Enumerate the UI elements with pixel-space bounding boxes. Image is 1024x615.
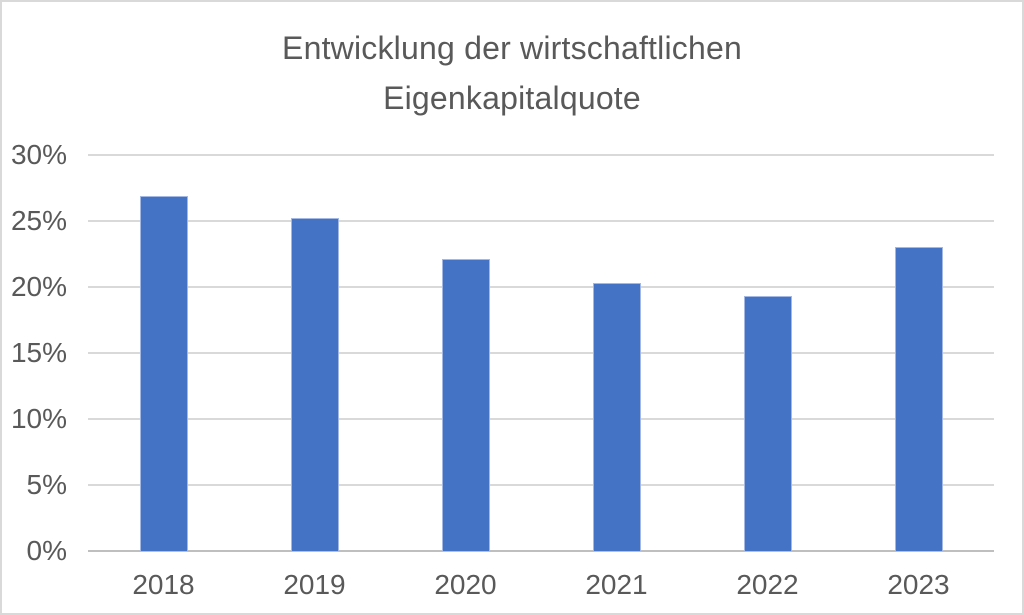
x-axis-label-2019: 2019 bbox=[283, 569, 346, 600]
y-axis-tick-label-25: 25% bbox=[10, 205, 67, 236]
x-axis-label-2021: 2021 bbox=[585, 569, 648, 600]
plot-area: 0% 5% 10% 15% 20% 25% 30% 2018 2019 2020 2021 2022 2… bbox=[11, 141, 994, 599]
y-axis-tick-label-5: 5% bbox=[26, 469, 67, 500]
x-axis-label-2018: 2018 bbox=[132, 569, 195, 600]
bar-2023 bbox=[894, 247, 943, 551]
x-axis-label-2022: 2022 bbox=[736, 569, 799, 600]
gridline-10 bbox=[88, 418, 994, 420]
gridline-30 bbox=[88, 154, 994, 156]
x-axis-label-2023: 2023 bbox=[887, 569, 950, 600]
y-axis-tick-label-10: 10% bbox=[10, 403, 67, 434]
bar-2018 bbox=[139, 195, 188, 551]
bar-2021 bbox=[592, 283, 641, 551]
y-axis-tick-label-30: 30% bbox=[10, 139, 67, 170]
bar-2020 bbox=[441, 259, 490, 551]
x-axis-line bbox=[88, 550, 994, 552]
y-axis-tick-label-0: 0% bbox=[26, 535, 67, 566]
chart-title: Entwicklung der wirtschaftlichen Eigenka… bbox=[2, 23, 1022, 123]
y-axis-tick-label-15: 15% bbox=[10, 337, 67, 368]
gridline-20 bbox=[88, 286, 994, 288]
gridline-25 bbox=[88, 220, 994, 222]
y-axis-tick-label-20: 20% bbox=[10, 271, 67, 302]
bar-2022 bbox=[743, 296, 792, 551]
bar-2019 bbox=[290, 218, 339, 551]
chart-title-line-2: Eigenkapitalquote bbox=[383, 80, 641, 116]
x-axis-label-2020: 2020 bbox=[434, 569, 497, 600]
gridline-5 bbox=[88, 484, 994, 486]
chart-title-line-1: Entwicklung der wirtschaftlichen bbox=[282, 30, 742, 66]
gridline-15 bbox=[88, 352, 994, 354]
